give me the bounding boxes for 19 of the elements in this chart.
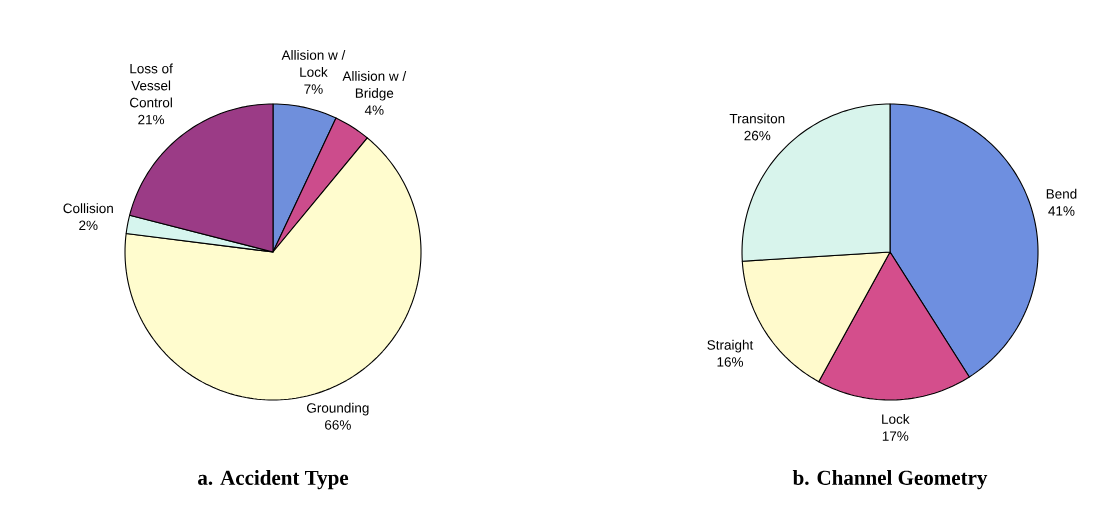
slice-label: Bend xyxy=(1046,188,1077,199)
data-label: 26% xyxy=(744,130,771,141)
slice-label: Loss of Vessel Control xyxy=(130,63,173,108)
text: a. Accident Type xyxy=(198,470,349,490)
data-label: 21% xyxy=(138,114,165,125)
slice-label: Straight xyxy=(707,339,754,353)
data-label: 66% xyxy=(325,420,351,430)
data-label: 2% xyxy=(79,220,98,231)
slice-label: Allision w / Bridge xyxy=(342,70,407,101)
text: b. Channel Geometry xyxy=(792,470,988,490)
slice-label: Grounding xyxy=(307,402,369,416)
slice-label: Lock xyxy=(882,413,910,424)
data-label: 16% xyxy=(717,357,744,367)
data-label: 41% xyxy=(1048,206,1075,216)
data-label: 17% xyxy=(882,431,909,441)
data-label: 4% xyxy=(364,105,384,115)
data-label: 7% xyxy=(304,84,323,94)
slice-label: Collision xyxy=(63,203,113,214)
slice-label: Transiton xyxy=(729,113,785,124)
